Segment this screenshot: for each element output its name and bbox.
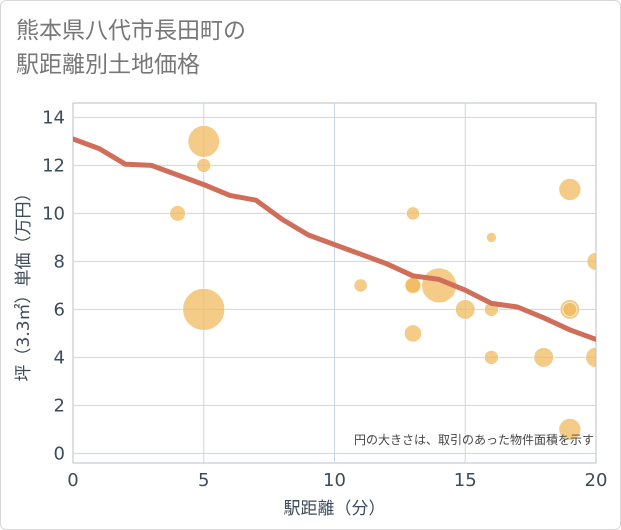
y-tick-label: 8 — [54, 251, 65, 272]
x-tick-label: 20 — [585, 470, 608, 491]
data-bubble — [404, 277, 422, 294]
data-bubble — [404, 324, 422, 343]
data-bubble — [169, 205, 186, 222]
x-tick-label: 15 — [454, 470, 477, 491]
data-bubble — [558, 418, 582, 441]
y-tick-label: 4 — [54, 347, 65, 368]
data-bubble — [558, 178, 582, 201]
x-tick-label: 0 — [67, 470, 78, 491]
y-tick-label: 12 — [42, 155, 65, 176]
x-tick-label: 10 — [323, 470, 346, 491]
y-tick-label: 14 — [42, 107, 65, 128]
data-bubble — [585, 346, 596, 368]
data-bubble — [353, 278, 368, 293]
trend-line — [73, 136, 596, 342]
y-axis-label: 坪（3.3㎡）単価（万円） — [14, 184, 34, 381]
data-bubble — [533, 347, 554, 368]
y-tick-label: 10 — [42, 203, 65, 224]
size-legend-note: 円の大きさは、取引のあった物件面積を示す — [354, 432, 594, 447]
x-tick-label: 5 — [198, 470, 209, 491]
data-bubble — [187, 125, 220, 158]
data-bubble — [455, 299, 476, 320]
y-tick-label: 0 — [54, 443, 65, 464]
chart-title: 熊本県八代市長田町の 駅距離別土地価格 — [16, 14, 246, 82]
data-bubble — [484, 350, 499, 365]
x-axis-label: 駅距離（分） — [284, 499, 386, 519]
grid-lines — [73, 103, 596, 463]
y-tick-label: 2 — [54, 395, 65, 416]
data-bubble — [182, 288, 226, 331]
trend-layer — [73, 136, 596, 342]
data-bubble — [586, 252, 596, 271]
bubble-layer — [169, 125, 596, 441]
data-bubble — [406, 206, 420, 221]
data-bubble — [486, 232, 497, 243]
data-bubble — [562, 302, 578, 317]
chart-title-line1: 熊本県八代市長田町の — [16, 18, 246, 44]
tick-labels: 0 5 10 15 20 0 2 4 6 8 10 12 14 — [42, 107, 607, 491]
chart-title-line2: 駅距離別土地価格 — [16, 52, 200, 78]
data-bubble — [196, 158, 212, 173]
y-tick-label: 6 — [54, 299, 65, 320]
